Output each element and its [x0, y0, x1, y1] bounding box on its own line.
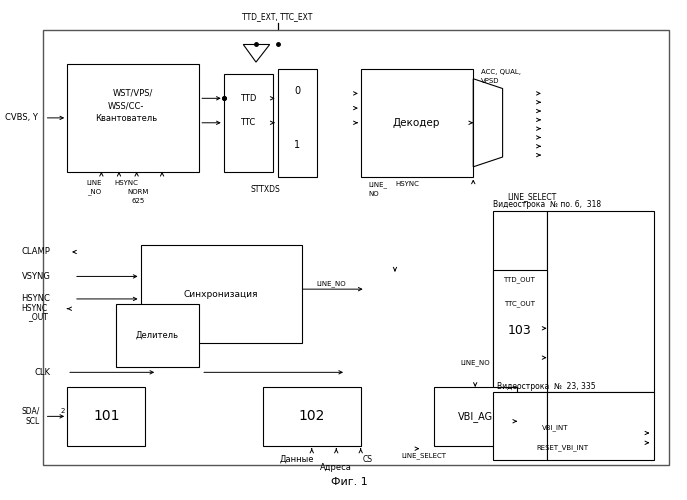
Text: LINE_NO: LINE_NO — [317, 280, 346, 286]
Text: HSYNC: HSYNC — [21, 294, 50, 304]
Text: RESET_VBI_INT: RESET_VBI_INT — [537, 444, 589, 451]
Text: Адреса: Адреса — [320, 463, 352, 472]
Text: 102: 102 — [299, 410, 325, 424]
Text: TTD: TTD — [240, 94, 256, 103]
Text: Декодер: Декодер — [393, 118, 440, 128]
Text: Синхронизация: Синхронизация — [183, 290, 258, 298]
Bar — [547, 392, 654, 460]
Bar — [67, 64, 199, 172]
Text: HSYNC: HSYNC — [395, 182, 419, 188]
Text: 101: 101 — [93, 410, 120, 424]
Text: WST/VPS/: WST/VPS/ — [113, 89, 153, 98]
Bar — [361, 69, 473, 176]
Text: CVBS, Y: CVBS, Y — [5, 114, 38, 122]
Text: LINE_NO: LINE_NO — [460, 359, 490, 366]
Bar — [493, 270, 547, 392]
Text: CLAMP: CLAMP — [21, 248, 50, 256]
Text: WSS/CC-: WSS/CC- — [108, 102, 144, 110]
Text: NO: NO — [368, 191, 379, 197]
Text: HSYNC: HSYNC — [21, 304, 47, 313]
Text: Фиг. 1: Фиг. 1 — [330, 477, 368, 487]
Text: 103: 103 — [508, 324, 531, 336]
Text: LINE_SELECT: LINE_SELECT — [402, 452, 447, 459]
Text: VBI_INT: VBI_INT — [542, 424, 568, 432]
Text: HSYNC: HSYNC — [114, 180, 138, 186]
Bar — [278, 69, 317, 176]
Text: VSYNG: VSYNG — [21, 272, 50, 281]
Bar — [116, 304, 199, 368]
Text: 625: 625 — [132, 198, 145, 204]
Text: TTC: TTC — [240, 118, 256, 128]
Text: ACC, QUAL,: ACC, QUAL, — [481, 69, 521, 75]
Text: TTC_OUT: TTC_OUT — [504, 300, 534, 307]
Bar — [493, 392, 547, 460]
Text: Делитель: Делитель — [135, 330, 179, 340]
Text: CLK: CLK — [34, 368, 50, 377]
Text: SCL: SCL — [25, 417, 40, 426]
Text: STTXDS: STTXDS — [251, 185, 281, 194]
Text: 2: 2 — [60, 408, 65, 414]
Bar — [67, 387, 146, 446]
Text: VBI_AG: VBI_AG — [458, 411, 493, 422]
Bar — [224, 74, 273, 172]
Text: Видеострока  № по. 6,  318: Видеострока № по. 6, 318 — [493, 200, 600, 209]
Bar — [547, 211, 654, 392]
Text: Квантователь: Квантователь — [95, 114, 157, 124]
Text: SDA/: SDA/ — [21, 407, 40, 416]
Bar — [141, 245, 302, 343]
Text: _NO: _NO — [87, 188, 102, 194]
Text: 1: 1 — [294, 140, 300, 150]
Bar — [493, 211, 547, 392]
Text: LINE_SELECT: LINE_SELECT — [507, 192, 556, 200]
Text: Данные: Данные — [280, 455, 315, 464]
Text: LINE_: LINE_ — [368, 181, 387, 188]
Bar — [43, 30, 669, 466]
Bar — [263, 387, 361, 446]
Text: NORM: NORM — [128, 190, 149, 196]
Text: LINE: LINE — [87, 180, 102, 186]
Text: VPSD: VPSD — [481, 78, 499, 84]
Text: TTD_EXT, TTC_EXT: TTD_EXT, TTC_EXT — [243, 12, 313, 22]
Bar — [434, 387, 517, 446]
Text: CS: CS — [363, 455, 372, 464]
Text: 0: 0 — [294, 86, 300, 97]
Text: Видеострока  №  23, 335: Видеострока № 23, 335 — [497, 382, 596, 390]
Text: TTD_OUT: TTD_OUT — [504, 276, 535, 282]
Text: _OUT: _OUT — [27, 312, 47, 321]
